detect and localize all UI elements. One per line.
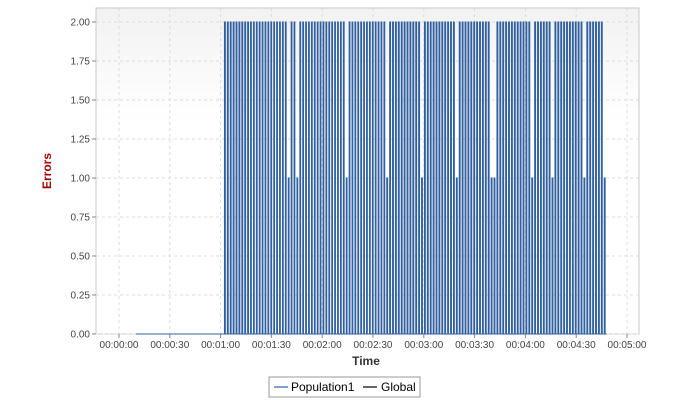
y-tick-label: 0.25 (71, 291, 91, 302)
x-tick-label: 00:03:00 (404, 340, 443, 351)
x-tick-label: 00:01:30 (252, 340, 291, 351)
x-tick-label: 00:04:30 (557, 340, 596, 351)
y-axis-title: Errors (40, 153, 54, 189)
x-tick-label: 00:03:30 (455, 340, 494, 351)
y-tick-label: 1.25 (71, 135, 91, 146)
x-tick-label: 00:04:00 (506, 340, 545, 351)
series-layer (135, 21, 607, 335)
axes: 0.00 0.25 0.50 0.75 1.00 1.25 1.50 1.75 2.00 00:0… (71, 18, 647, 352)
x-tick-label: 00:01:00 (201, 340, 240, 351)
x-tick-label: 00:05:00 (608, 340, 647, 351)
y-tick-label: 0.75 (71, 213, 91, 224)
legend: Population1 Global (268, 376, 421, 398)
y-tick-label: 1.00 (71, 174, 91, 185)
legend-label-population1: Population1 (291, 380, 355, 394)
y-tick-label: 1.75 (71, 57, 91, 68)
x-tick-label: 00:02:00 (303, 340, 342, 351)
x-tick-label: 00:00:00 (100, 340, 139, 351)
x-axis-title: Time (352, 354, 380, 368)
x-tick-label: 00:02:30 (354, 340, 393, 351)
series-line-population1 (135, 21, 607, 335)
legend-label-global: Global (381, 380, 416, 394)
y-tick-label: 0.00 (71, 330, 91, 341)
y-tick-label: 0.50 (71, 252, 91, 263)
legend-box (268, 376, 421, 398)
y-tick-label: 2.00 (71, 18, 91, 29)
y-tick-label: 1.50 (71, 96, 91, 107)
x-tick-label: 00:00:30 (150, 340, 189, 351)
